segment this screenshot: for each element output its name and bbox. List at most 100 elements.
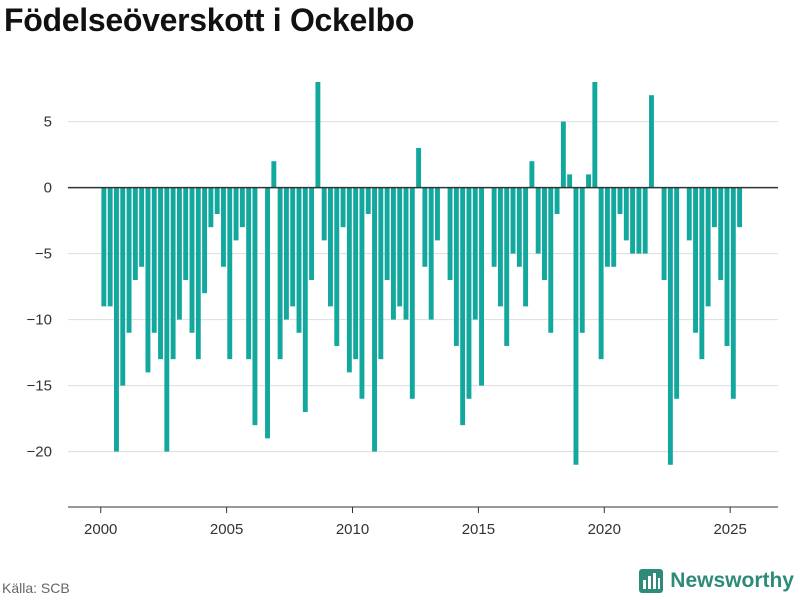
bar (649, 95, 654, 188)
bar (661, 187, 667, 280)
bar (730, 187, 736, 399)
y-tick-label: −10 (27, 312, 52, 329)
bar (227, 187, 233, 360)
bar (372, 187, 377, 452)
bar (384, 187, 390, 280)
brand-name: Newsworthy (670, 569, 794, 592)
bar (114, 187, 119, 452)
bar (554, 187, 560, 214)
bar (623, 187, 629, 241)
bar (667, 187, 673, 465)
brand: Newsworthy (638, 568, 794, 594)
bar (592, 82, 598, 188)
bar (636, 187, 642, 254)
bar (724, 187, 730, 346)
bar (283, 187, 289, 320)
bar (158, 187, 163, 360)
chart-title: Födelseöverskott i Ockelbo (4, 2, 415, 38)
bar (246, 187, 252, 360)
bar (491, 187, 497, 267)
bar (567, 174, 573, 188)
bar (334, 187, 340, 346)
bar (409, 187, 415, 399)
bar (737, 187, 743, 228)
source-label: Källa: SCB (2, 580, 70, 596)
bar (617, 187, 623, 214)
x-axis: 2000 2005 2010 2015 2020 2025 (68, 506, 778, 538)
bar (516, 187, 522, 267)
bar (151, 187, 157, 333)
bar (397, 187, 403, 307)
bar (479, 187, 484, 386)
bar (718, 187, 724, 280)
bar (523, 187, 529, 307)
bar (359, 187, 365, 399)
bar (271, 161, 277, 188)
bar (233, 187, 239, 241)
bar (340, 187, 346, 228)
bars (101, 82, 743, 465)
y-tick-label: −5 (35, 246, 52, 263)
y-tick-label: −15 (27, 378, 52, 395)
y-tick-label: −20 (27, 444, 52, 461)
bar (195, 187, 201, 360)
bar (579, 187, 585, 333)
bar (221, 187, 226, 267)
bar (560, 121, 566, 188)
bar (428, 187, 434, 320)
bar (346, 187, 352, 373)
bar (202, 187, 208, 294)
bar (120, 187, 126, 386)
bar (705, 187, 711, 307)
bar (472, 187, 478, 320)
bar (183, 187, 189, 280)
bar (132, 187, 138, 280)
bar-chart-logo-icon (639, 569, 664, 593)
bar (378, 187, 384, 360)
x-tick-label: 2015 (462, 521, 495, 538)
bar (170, 187, 176, 360)
bar (586, 174, 591, 188)
bar (598, 187, 604, 360)
bar (252, 187, 258, 426)
bar (611, 187, 617, 267)
bar (542, 187, 547, 280)
bar (466, 187, 472, 399)
bar (447, 187, 453, 280)
bar (265, 187, 270, 439)
bar (630, 187, 636, 254)
bar (686, 187, 692, 241)
y-axis: 5 0 −5 −10 −15 −20 (27, 114, 52, 461)
y-tick-label: 0 (44, 180, 52, 197)
bar (321, 187, 327, 241)
bar (693, 187, 698, 333)
bar (460, 187, 466, 426)
bar (107, 187, 113, 307)
bar (139, 187, 145, 267)
bar (711, 187, 717, 228)
bar (189, 187, 195, 333)
bar (529, 161, 535, 188)
bar (126, 187, 132, 333)
bar (504, 187, 510, 346)
bar (535, 187, 541, 254)
bar (403, 187, 409, 320)
bar (453, 187, 459, 346)
bar (290, 187, 296, 307)
bar (315, 82, 321, 188)
bar (642, 187, 648, 254)
bar (214, 187, 220, 214)
bar (145, 187, 151, 373)
bar (573, 187, 579, 465)
x-tick-label: 2025 (713, 521, 746, 538)
bar (674, 187, 680, 399)
bar (208, 187, 214, 228)
x-tick-label: 2005 (210, 521, 243, 538)
bar (302, 187, 308, 412)
bar (365, 187, 371, 214)
bar (699, 187, 705, 360)
y-tick-label: 5 (44, 114, 52, 131)
bar (416, 147, 422, 188)
bar (548, 187, 554, 333)
